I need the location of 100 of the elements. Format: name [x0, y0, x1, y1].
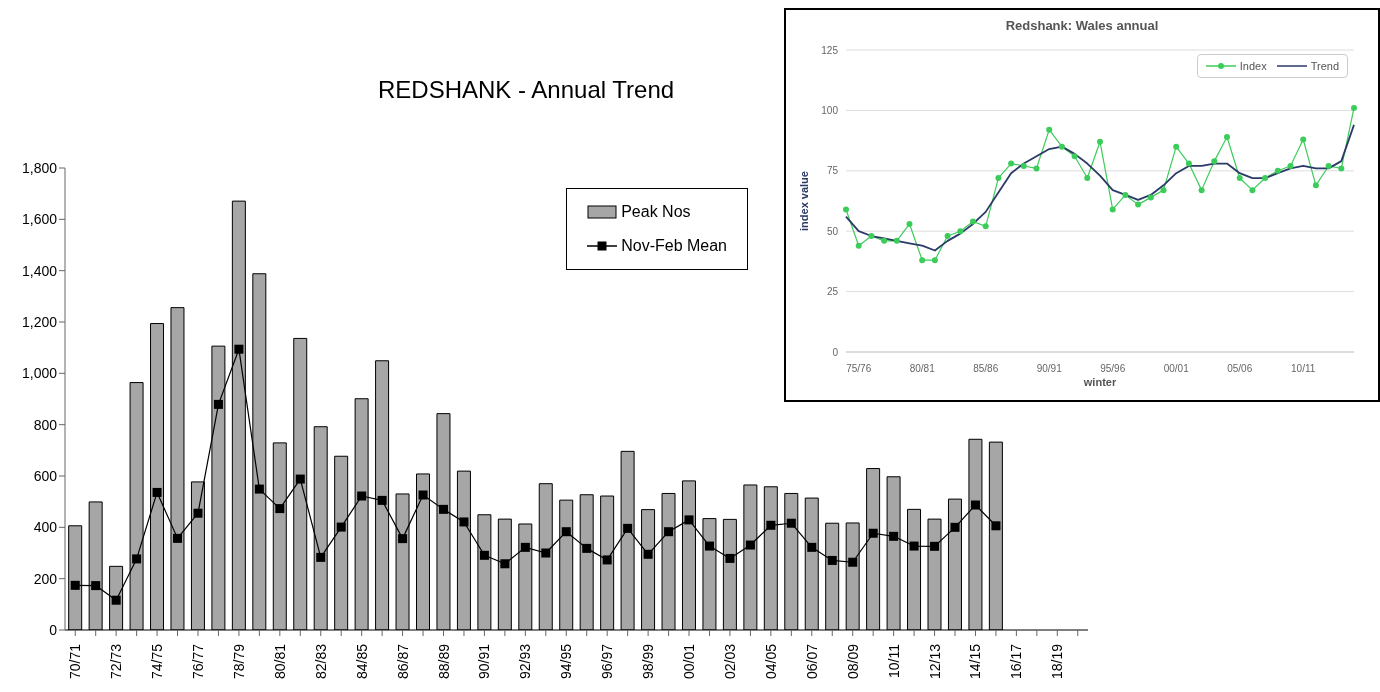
point — [1351, 104, 1357, 111]
point — [909, 541, 919, 551]
point — [868, 528, 878, 538]
point — [275, 504, 285, 514]
legend-label: Nov-Feb Mean — [621, 237, 727, 255]
point — [70, 580, 80, 590]
x-tick-label: 75/76 — [846, 363, 872, 374]
point — [1185, 160, 1192, 167]
point — [1249, 187, 1256, 194]
point — [766, 520, 776, 530]
point — [1008, 160, 1015, 167]
y-tick-label: 75 — [826, 165, 839, 177]
point — [193, 508, 203, 518]
point — [827, 555, 837, 565]
x-tick-label: 90/91 — [476, 643, 493, 680]
x-tick-label: 18/19 — [1049, 643, 1066, 680]
point — [930, 541, 940, 551]
point — [950, 522, 960, 532]
point — [1211, 158, 1218, 165]
point — [336, 522, 346, 532]
point — [1300, 136, 1307, 143]
x-tick-label: 96/97 — [599, 643, 616, 680]
point — [982, 223, 989, 230]
point — [1033, 165, 1040, 172]
line-series — [845, 124, 1355, 252]
x-tick-label: 06/07 — [803, 643, 820, 680]
point — [1224, 133, 1230, 140]
point — [602, 555, 612, 565]
point — [1084, 175, 1091, 182]
y-tick-label: 50 — [826, 225, 839, 237]
point — [234, 344, 244, 354]
point — [855, 242, 862, 249]
point — [684, 515, 694, 525]
point — [919, 257, 926, 264]
x-tick-label: 98/99 — [640, 643, 657, 680]
x-tick-label: 05/06 — [1227, 363, 1253, 374]
y-tick-label: 1,200 — [21, 313, 58, 330]
point — [1198, 187, 1205, 194]
y-tick-label: 0 — [49, 621, 58, 638]
point — [1173, 143, 1180, 150]
x-tick-label: 80/81 — [271, 643, 288, 680]
point — [1097, 138, 1103, 145]
point — [1122, 191, 1129, 198]
x-tick-label: 90/91 — [1036, 363, 1063, 374]
point — [1287, 162, 1294, 169]
y-tick-label: 400 — [33, 519, 58, 536]
point — [745, 540, 755, 550]
legend-label: Index — [1239, 60, 1267, 72]
point — [295, 474, 305, 484]
point — [541, 548, 551, 558]
y-axis-title: index value — [797, 171, 810, 231]
point — [1160, 187, 1167, 194]
x-tick-label: 94/95 — [558, 643, 575, 680]
point — [868, 233, 875, 240]
point — [1147, 194, 1154, 201]
point — [1058, 143, 1065, 150]
y-tick-label: 200 — [33, 570, 58, 587]
point — [881, 237, 888, 244]
x-tick-label: 14/15 — [967, 643, 984, 680]
y-tick-label: 100 — [821, 104, 839, 116]
point — [316, 552, 326, 562]
y-tick-label: 800 — [33, 416, 58, 433]
point — [704, 541, 714, 551]
point — [807, 542, 817, 552]
y-tick-label: 1,800 — [21, 159, 58, 176]
point — [1236, 175, 1243, 182]
point — [889, 531, 899, 541]
point — [1325, 162, 1332, 169]
point — [623, 523, 633, 533]
point — [213, 399, 223, 409]
y-tick-label: 1,600 — [21, 211, 58, 228]
x-axis-title: winter — [1082, 376, 1117, 388]
x-tick-label: 92/93 — [517, 643, 534, 680]
point — [991, 521, 1001, 531]
x-tick-label: 86/87 — [394, 643, 411, 680]
point — [643, 549, 653, 559]
point — [1338, 165, 1345, 172]
point — [91, 581, 101, 591]
x-tick-label: 16/17 — [1008, 643, 1025, 680]
point — [254, 484, 264, 494]
x-tick-label: 95/96 — [1100, 363, 1126, 374]
x-tick-label: 00/01 — [1163, 363, 1190, 374]
chart-title: REDSHANK - Annual Trend — [378, 76, 675, 104]
x-tick-label: 04/05 — [762, 643, 779, 680]
point — [459, 517, 469, 527]
x-tick-label: 70/71 — [67, 643, 84, 680]
point — [906, 220, 913, 227]
x-tick-label: 74/75 — [149, 643, 166, 680]
point — [786, 518, 796, 528]
y-tick-label: 1,000 — [21, 365, 58, 382]
x-tick-label: 00/01 — [681, 643, 698, 680]
point — [970, 500, 980, 510]
point — [893, 237, 900, 244]
x-tick-label: 02/03 — [721, 643, 738, 680]
x-tick-label: 10/11 — [1291, 363, 1316, 374]
legend-label: Peak Nos — [621, 203, 691, 221]
x-tick-label: 72/73 — [108, 643, 125, 680]
y-tick-label: 1,400 — [21, 262, 58, 279]
point — [995, 175, 1002, 182]
y-tick-label: 0 — [832, 346, 839, 358]
